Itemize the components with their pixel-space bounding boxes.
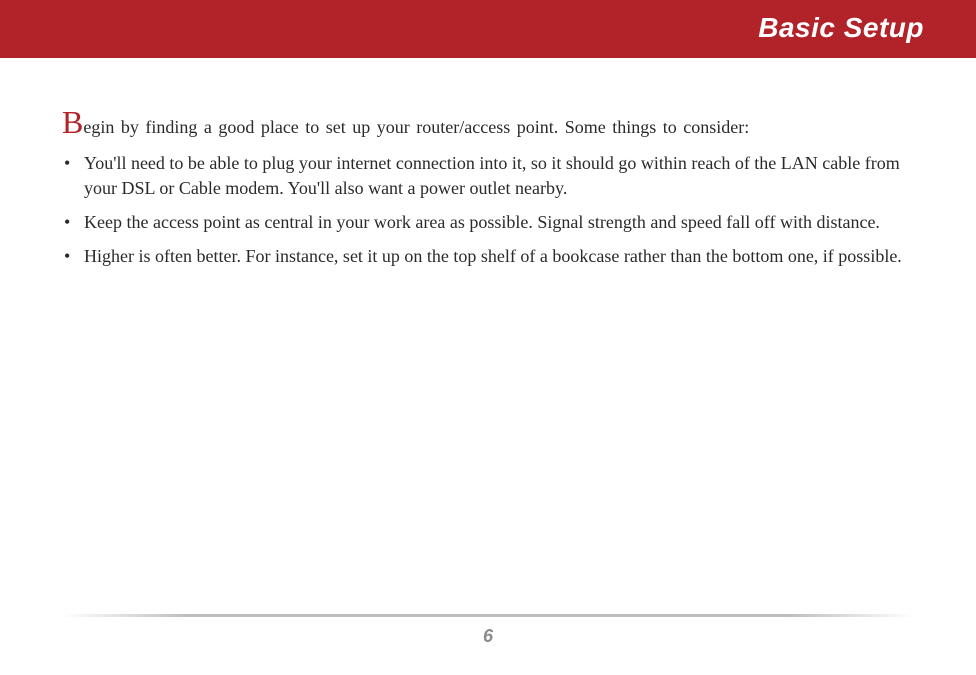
page-number: 6: [0, 626, 976, 647]
header-bar: Basic Setup: [0, 0, 976, 58]
list-item: Keep the access point as central in your…: [62, 210, 908, 234]
list-item: Higher is often better. For instance, se…: [62, 244, 908, 268]
list-item: You'll need to be able to plug your inte…: [62, 151, 908, 200]
intro-remaining-text: by finding a good place to set up your r…: [114, 117, 749, 137]
intro-first-word-rest: egin: [83, 117, 114, 137]
intro-paragraph: Begin by finding a good place to set up …: [62, 106, 908, 139]
page-title: Basic Setup: [758, 12, 924, 44]
drop-cap: B: [62, 104, 83, 140]
content-area: Begin by finding a good place to set up …: [0, 58, 976, 268]
footer-divider: [62, 614, 914, 617]
bullet-list: You'll need to be able to plug your inte…: [62, 151, 908, 268]
